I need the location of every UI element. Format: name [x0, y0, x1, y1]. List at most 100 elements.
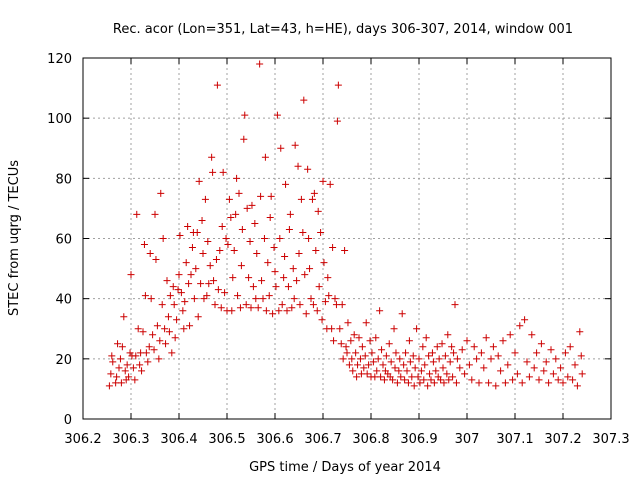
data-point — [301, 271, 309, 279]
data-point — [214, 286, 222, 294]
data-point — [248, 201, 256, 209]
data-point — [426, 370, 434, 378]
x-tick-label: 306.6 — [256, 432, 293, 447]
data-point — [379, 361, 387, 369]
data-point — [114, 340, 122, 348]
data-point — [395, 367, 403, 375]
data-point — [373, 367, 381, 375]
data-point — [348, 355, 356, 363]
data-point — [465, 361, 473, 369]
data-point — [452, 379, 460, 387]
data-point — [184, 222, 192, 230]
data-point — [404, 379, 412, 387]
data-point — [142, 349, 150, 357]
data-point — [528, 331, 536, 339]
data-point — [477, 349, 485, 357]
data-point — [356, 355, 364, 363]
data-point — [305, 235, 313, 242]
data-point — [557, 364, 565, 372]
data-point — [564, 373, 572, 381]
data-point — [257, 192, 265, 200]
data-point — [284, 283, 292, 291]
data-point — [376, 307, 384, 315]
data-point — [262, 307, 270, 315]
data-point — [193, 228, 201, 236]
data-point — [238, 225, 246, 233]
axis-ticks: 306.2 306.3 306.4 306.5 306.6 306.7 306.8 306.9… — [47, 52, 629, 447]
data-point — [336, 325, 344, 333]
data-point — [116, 355, 124, 363]
data-point — [443, 370, 451, 378]
data-point — [372, 334, 380, 342]
data-point — [333, 117, 341, 125]
data-point — [192, 265, 200, 273]
data-point — [132, 352, 140, 360]
data-point — [320, 259, 328, 267]
data-point — [422, 334, 430, 342]
data-point — [163, 277, 171, 285]
data-point — [282, 180, 290, 188]
data-point — [385, 340, 393, 348]
data-point — [240, 135, 248, 143]
data-point — [413, 325, 421, 333]
data-point — [358, 343, 366, 351]
data-point — [463, 337, 471, 345]
data-point — [509, 376, 517, 384]
data-point — [401, 376, 409, 384]
x-tick-label: 306.9 — [400, 432, 437, 447]
data-point — [233, 174, 241, 182]
data-point — [306, 265, 314, 273]
data-point — [107, 370, 115, 378]
data-point — [145, 343, 153, 351]
data-point — [186, 322, 194, 330]
data-point — [362, 319, 370, 327]
data-point — [451, 301, 459, 309]
data-point — [456, 364, 464, 372]
data-point — [343, 349, 351, 357]
data-point — [187, 271, 195, 279]
data-point — [299, 228, 307, 236]
data-point — [198, 216, 206, 224]
data-point — [494, 352, 502, 360]
x-tick-label: 307.3 — [592, 432, 629, 447]
data-point — [170, 301, 178, 309]
data-point — [276, 235, 284, 242]
data-point — [397, 373, 405, 381]
data-point — [319, 177, 327, 185]
data-point — [549, 370, 557, 378]
data-point — [309, 301, 317, 309]
data-point — [221, 289, 229, 297]
y-tick-label: 80 — [55, 172, 72, 187]
data-point — [218, 222, 226, 230]
data-point — [326, 180, 334, 188]
data-point — [227, 213, 235, 221]
data-point — [123, 361, 131, 369]
data-point — [352, 349, 360, 357]
data-point — [217, 304, 225, 312]
data-point — [179, 307, 187, 315]
data-point — [329, 244, 337, 252]
data-point — [449, 373, 457, 381]
data-point — [272, 283, 280, 291]
data-point — [134, 325, 142, 333]
data-point — [406, 358, 414, 366]
data-point — [341, 247, 349, 255]
data-point — [420, 376, 428, 384]
data-point — [411, 364, 419, 372]
data-point — [105, 382, 113, 390]
data-point — [374, 355, 382, 363]
data-point — [445, 376, 453, 384]
data-point — [338, 301, 346, 309]
data-point — [533, 349, 541, 357]
data-point — [253, 250, 261, 258]
data-point — [419, 343, 427, 351]
data-point — [342, 343, 350, 351]
data-point — [525, 373, 533, 381]
data-point — [540, 367, 548, 375]
data-point — [416, 379, 424, 387]
data-point — [208, 153, 216, 161]
data-point — [499, 337, 507, 345]
data-point — [205, 280, 213, 288]
data-point — [169, 283, 177, 291]
data-point — [209, 168, 217, 176]
